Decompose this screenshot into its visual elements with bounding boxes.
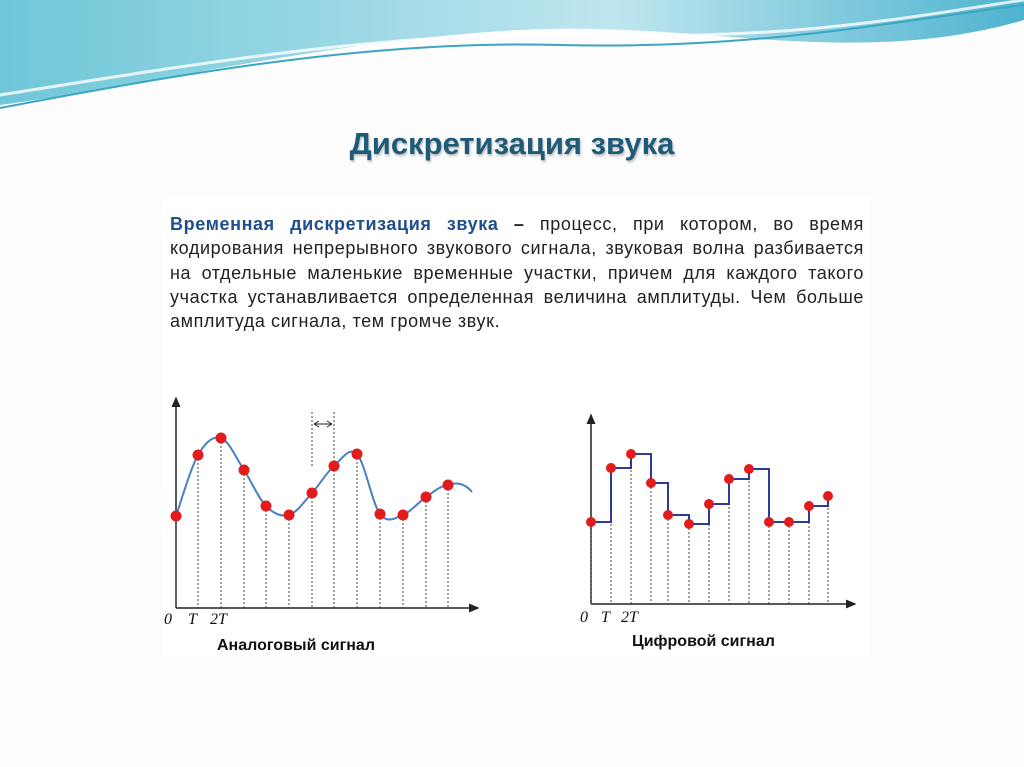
sample-point [420,491,432,503]
wave-line [0,4,1024,109]
sample-point [374,508,386,520]
sample-point [663,510,673,520]
sample-point [646,478,656,488]
wave-fill [0,0,1024,105]
sample-point [684,519,694,529]
sample-point [586,517,596,527]
sample-point [724,474,734,484]
sample-point [764,517,774,527]
sample-point [215,432,227,444]
sample-point [351,448,363,460]
digital-steps [591,453,830,525]
t-label: T [188,611,198,628]
dash: – [513,214,525,234]
sample-point [238,464,250,476]
slide-title: Дискретизация звука [349,126,675,161]
t-label: T [601,609,611,626]
sample-point [260,500,272,512]
term: Временная дискретизация звука [170,214,499,234]
digital-diagram [586,413,857,609]
interval-arrow [313,420,333,428]
2t-label: 2T [210,611,228,628]
content-panel [163,196,870,656]
definition: Временная дискретизация звука – процесс,… [170,212,864,333]
analog-caption: Аналоговый сигнал [217,637,375,654]
sample-point [283,509,295,521]
sample-point [823,491,833,501]
sample-point [784,517,794,527]
sample-point [804,501,814,511]
sample-point [744,464,754,474]
sample-point [170,510,182,522]
sample-point [306,487,318,499]
sample-point [626,449,636,459]
sample-point [442,479,454,491]
analog-curve [175,436,473,521]
origin-label: 0 [164,611,172,628]
digital-caption: Цифровой сигнал [632,633,775,650]
origin-label: 0 [580,609,588,626]
definition-text: процесс, при котором, во время кодирован… [170,214,864,332]
header-wave [0,0,1024,109]
sample-point [192,449,204,461]
sample-point [328,460,340,472]
sample-point [397,509,409,521]
2t-label: 2T [621,609,639,626]
sample-point [704,499,714,509]
wave-line [0,0,1024,97]
sample-point [606,463,616,473]
analog-diagram [170,396,480,613]
